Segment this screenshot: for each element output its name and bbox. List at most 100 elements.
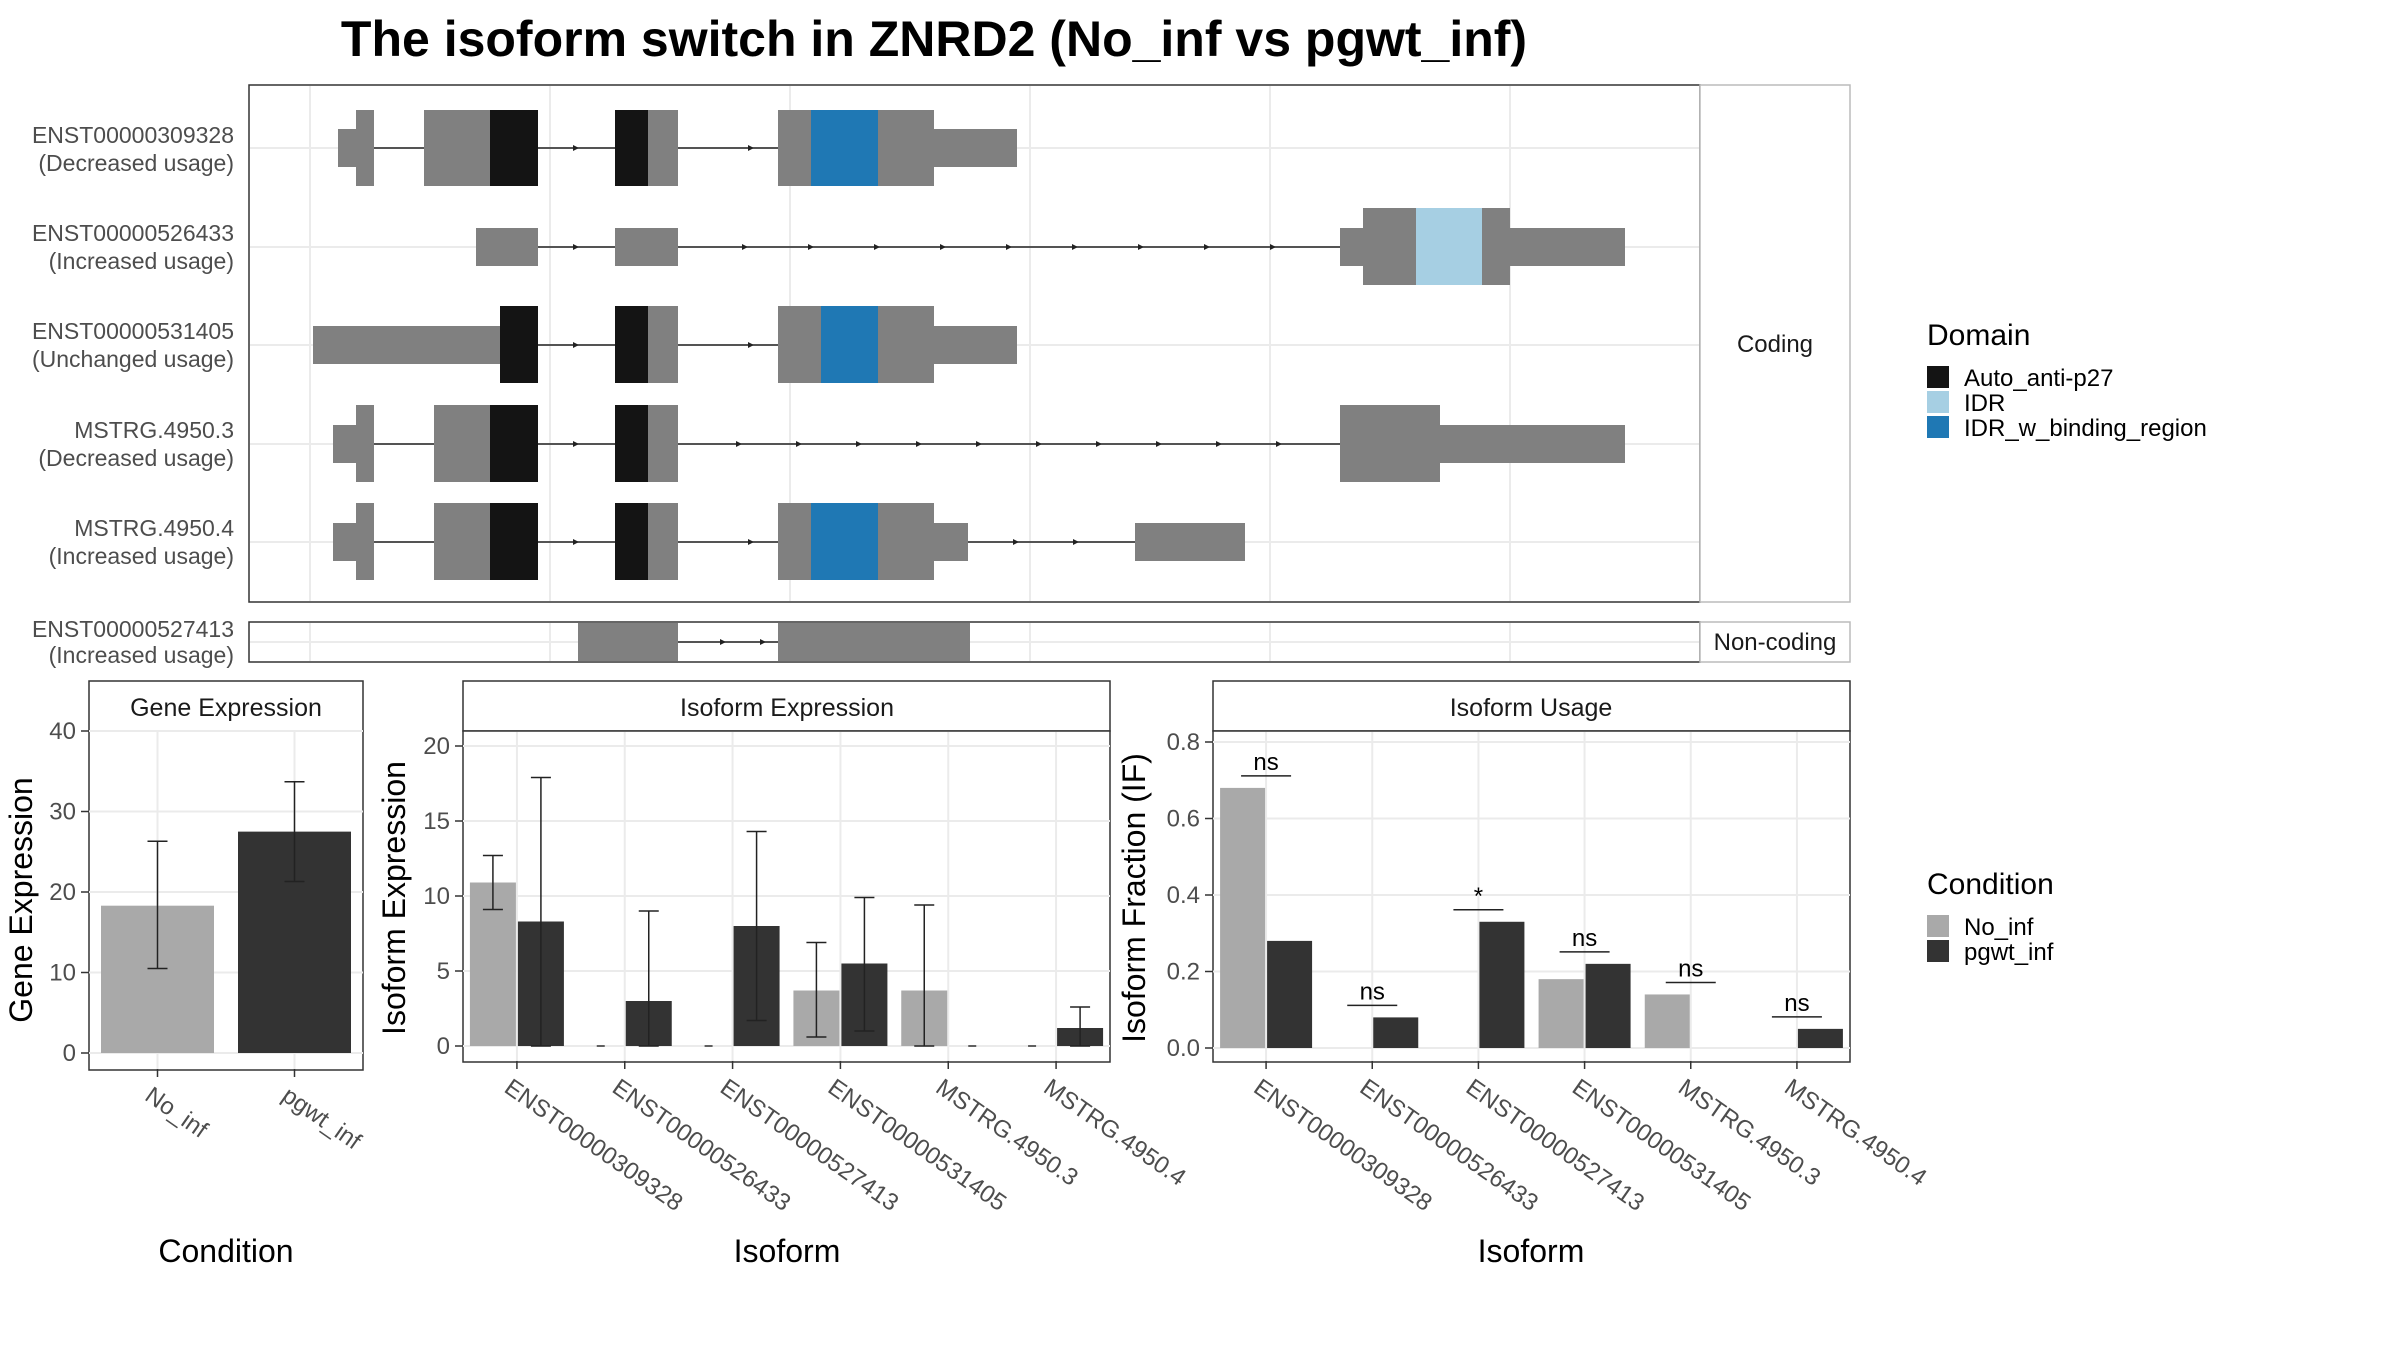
x-tick-label: ENST00000309328 <box>499 1074 687 1217</box>
y-tick-label: 0.2 <box>1167 959 1200 986</box>
condition-legend: Condition No_inf pgwt_inf <box>1927 868 2054 966</box>
utr-exon <box>476 228 538 266</box>
bar <box>1479 921 1525 1048</box>
row-label-usage: (Increased usage) <box>49 248 234 274</box>
bar <box>1373 1017 1419 1048</box>
domain-auto-anti-p27 <box>615 405 648 482</box>
cds-exon <box>356 405 374 482</box>
panel-title: Gene Expression <box>130 694 322 722</box>
cds-exon <box>434 503 490 580</box>
panel-strip <box>88 680 364 732</box>
utr-exon <box>1135 523 1245 561</box>
noncoding-strip <box>1699 621 1851 663</box>
cds-exon <box>1340 405 1440 482</box>
y-tick-label: 0.4 <box>1167 882 1200 909</box>
isoform-structure-row <box>338 110 1017 186</box>
isoform-expression-panel: Isoform Expression 0 5 10 15 20 ENST00000309… <box>376 680 1191 1269</box>
row-label-id: ENST00000527413 <box>32 616 234 642</box>
row-label-usage: (Unchanged usage) <box>32 346 234 372</box>
x-axis-ticks: ENST00000309328ENST00000526433ENST000005… <box>499 1061 1191 1217</box>
x-tick-label: ENST00000527413 <box>1461 1074 1649 1217</box>
cds-exon <box>1363 208 1416 285</box>
panel-strip <box>1212 680 1851 732</box>
y-tick-label: 20 <box>49 879 76 906</box>
bar <box>1538 979 1584 1048</box>
legend-swatch-auto-anti-p27 <box>1927 366 1949 388</box>
domain-auto-anti-p27 <box>490 405 538 482</box>
y-tick-label: 10 <box>49 960 76 987</box>
isoform-structure-row <box>578 623 970 661</box>
domain-idr <box>1416 208 1482 285</box>
plot-area <box>1212 730 1851 1063</box>
figure-title: The isoform switch in ZNRD2 (No_inf vs p… <box>341 11 1527 67</box>
utr-exon <box>333 425 356 463</box>
domain-idr-w-binding-region <box>811 503 878 580</box>
y-tick-label: 0 <box>63 1040 76 1067</box>
domain-auto-anti-p27 <box>500 306 538 383</box>
cds-exon <box>356 503 374 580</box>
x-tick-label: ENST00000531405 <box>1567 1074 1755 1217</box>
utr-exon <box>333 523 356 561</box>
cds-exon <box>648 110 678 186</box>
x-axis-label: Isoform <box>734 1233 841 1269</box>
cds-exon <box>878 110 934 186</box>
domain-auto-anti-p27 <box>615 110 648 186</box>
domain-legend-title: Domain <box>1927 319 2030 352</box>
bar <box>1220 787 1266 1048</box>
x-tick-label: ENST00000527413 <box>715 1074 903 1217</box>
utr-exon <box>934 326 1017 364</box>
x-tick-label: No_inf <box>140 1082 213 1144</box>
cds-exon <box>424 110 490 186</box>
cds-exon <box>648 503 678 580</box>
bar <box>1585 963 1631 1048</box>
isoform-row-labels: ENST00000309328 (Decreased usage) ENST00… <box>32 122 234 668</box>
domain-auto-anti-p27 <box>615 503 648 580</box>
legend-swatch-idr <box>1927 391 1949 413</box>
noncoding-exon <box>578 623 678 661</box>
utr-exon <box>1440 425 1625 463</box>
coding-strip-label: Coding <box>1737 331 1813 358</box>
isoform-structure-row <box>333 405 1625 482</box>
domain-auto-anti-p27 <box>490 110 538 186</box>
bars <box>101 780 351 1053</box>
cds-exon <box>778 503 811 580</box>
utr-exon <box>615 228 678 266</box>
y-tick-label: 10 <box>423 883 450 910</box>
isoform-structure-panel: Coding Non-coding ENST00000309328 (Decre… <box>32 84 1851 668</box>
y-axis-ticks: 0 10 20 30 40 <box>49 718 89 1067</box>
cds-exon <box>434 405 490 482</box>
utr-exon <box>338 129 356 167</box>
legend-label: IDR_w_binding_region <box>1964 415 2207 442</box>
row-label-usage: (Decreased usage) <box>38 445 234 471</box>
significance-label: * <box>1474 883 1483 910</box>
row-label-id: ENST00000531405 <box>32 318 234 344</box>
domain-idr-w-binding-region <box>821 306 878 383</box>
row-label-id: ENST00000526433 <box>32 220 234 246</box>
cds-exon <box>878 306 934 383</box>
x-axis-ticks: No_inf pgwt_inf <box>140 1069 366 1155</box>
significance-label: ns <box>1360 978 1385 1005</box>
cds-exon <box>356 110 374 186</box>
x-tick-label: ENST00000526433 <box>607 1074 795 1217</box>
x-tick-label: pgwt_inf <box>277 1082 366 1156</box>
significance-label: ns <box>1784 990 1809 1017</box>
coding-strip <box>1699 84 1851 603</box>
domain-auto-anti-p27 <box>615 306 648 383</box>
row-label-id: ENST00000309328 <box>32 122 234 148</box>
legend-label: pgwt_inf <box>1964 939 2054 966</box>
x-tick-label: ENST00000526433 <box>1355 1074 1543 1217</box>
cds-exon <box>1482 208 1510 285</box>
x-axis-label: Condition <box>158 1233 293 1269</box>
isoform-structure-row <box>313 306 1017 383</box>
y-axis-ticks: 0 5 10 15 20 <box>423 733 463 1060</box>
utr-exon <box>313 326 500 364</box>
domain-idr-w-binding-region <box>811 110 878 186</box>
gridlines <box>1213 732 1850 1061</box>
y-tick-label: 30 <box>49 799 76 826</box>
noncoding-strip-label: Non-coding <box>1714 629 1837 656</box>
legend-swatch-idr-w-binding-region <box>1927 416 1949 438</box>
domain-legend: Domain Auto_anti-p27 IDR IDR_w_binding_r… <box>1927 319 2207 442</box>
isoform-structure-row <box>333 503 1245 580</box>
y-axis-label: Isoform Expression <box>376 761 412 1035</box>
